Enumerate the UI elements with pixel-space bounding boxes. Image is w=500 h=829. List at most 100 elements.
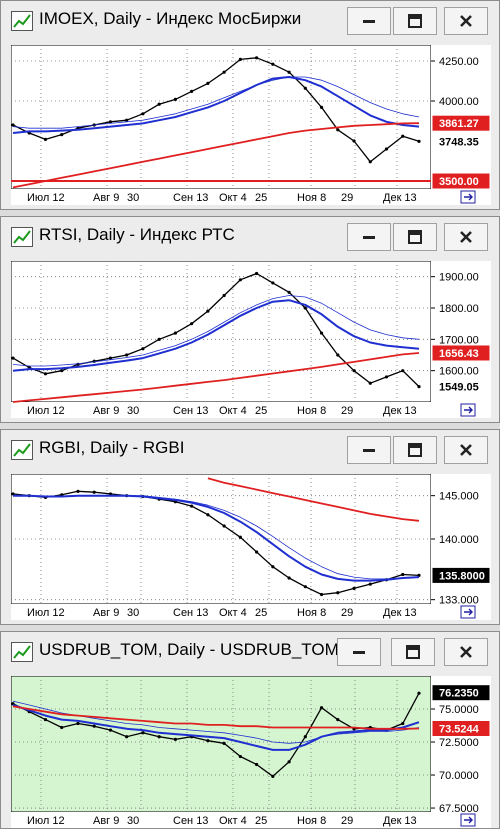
price-point [271, 62, 275, 66]
price-point [11, 356, 15, 360]
restore-button[interactable] [391, 638, 435, 666]
restore-icon [408, 14, 422, 28]
time-axis [11, 812, 431, 828]
price-point [141, 347, 145, 351]
price-point [336, 591, 340, 595]
price-point [222, 293, 226, 298]
x-tick-label: Ноя 8 [297, 192, 326, 204]
x-tick-label: Авг 9 [93, 405, 119, 417]
scroll-end-icon[interactable] [460, 605, 476, 619]
x-tick-label: 30 [127, 815, 139, 827]
x-tick-label: Июл 12 [27, 815, 65, 827]
title-bar: RTSI, Daily - Индекс РТС [1, 217, 499, 255]
chart-icon [11, 642, 33, 662]
y-tick-label: 67.5000 [439, 803, 479, 815]
price-point [108, 728, 113, 732]
y-tick-label: 75.0000 [439, 704, 479, 716]
title-bar: USDRUB_TOM, Daily - USDRUB_TOM [1, 632, 499, 670]
x-tick-label: Авг 9 [93, 607, 119, 619]
price-point [92, 724, 96, 728]
restore-button[interactable] [393, 436, 437, 464]
price-point [271, 565, 275, 569]
x-tick-label: 25 [255, 607, 267, 619]
chart-plot[interactable]: Июл 12 Авг 9 30 Сен 13 Окт 4 25 Ноя 8 29 Дек 13 4… [11, 45, 491, 205]
plot-area [11, 676, 432, 813]
close-button[interactable] [444, 638, 488, 666]
current-price-label: 1656.43 [439, 348, 479, 360]
x-tick-label: Ноя 8 [297, 607, 326, 619]
window-title: RGBI, Daily - RGBI [39, 438, 185, 457]
y-tick-label: 145.000 [439, 491, 479, 503]
chart-window-rgbi: RGBI, Daily - RGBI Июл 12 Авг 9 30 Сен 13 Ок… [0, 429, 500, 625]
close-icon [460, 15, 472, 27]
price-point [206, 513, 210, 517]
price-point [76, 489, 80, 493]
y-tick-label: 1700.00 [439, 334, 479, 346]
price-point [190, 504, 194, 508]
restore-icon [408, 230, 422, 244]
x-tick-label: Окт 4 [219, 607, 247, 619]
price-point [141, 112, 145, 116]
x-tick-label: Июл 12 [27, 192, 65, 204]
price-point [271, 281, 275, 285]
price-point [255, 550, 259, 554]
price-point [255, 56, 259, 60]
x-tick-label: 30 [127, 607, 139, 619]
minimize-button[interactable] [337, 638, 381, 666]
price-point [303, 585, 307, 589]
price-point [417, 691, 421, 695]
x-tick-label: Дек 13 [383, 192, 417, 204]
minimize-icon [363, 236, 375, 239]
price-point [108, 120, 113, 124]
price-point [319, 592, 324, 597]
price-point [303, 735, 307, 739]
price-point [401, 572, 405, 577]
minimize-button[interactable] [347, 223, 391, 251]
close-button[interactable] [444, 436, 488, 464]
restore-icon [408, 443, 422, 457]
price-point [287, 290, 291, 294]
price-point [352, 369, 356, 373]
price-point [157, 337, 161, 341]
minimize-button[interactable] [347, 436, 391, 464]
price-point [125, 118, 129, 122]
scroll-end-icon[interactable] [460, 813, 476, 827]
x-tick-label: Сен 13 [173, 405, 208, 417]
x-tick-label: 30 [127, 192, 139, 204]
chart-plot[interactable]: Июл 12 Авг 9 30 Сен 13 Окт 4 25 Ноя 8 29 Дек 13 1… [11, 474, 491, 620]
price-point [287, 760, 291, 764]
price-point [173, 97, 177, 101]
scroll-end-icon[interactable] [460, 403, 476, 417]
minimize-button[interactable] [347, 7, 391, 35]
restore-button[interactable] [393, 7, 437, 35]
price-point [11, 123, 15, 127]
restore-button[interactable] [393, 223, 437, 251]
window-title: IMOEX, Daily - Индекс МосБиржи [39, 9, 302, 28]
ma-short-line [12, 704, 420, 751]
chart-window-rtsi: RTSI, Daily - Индекс РТС Июл 12 Авг 9 30 Се… [0, 216, 500, 423]
price-point [222, 524, 226, 528]
chart-plot[interactable]: Июл 12 Авг 9 30 Сен 13 Окт 4 25 Ноя 8 29 Дек 13 1… [11, 261, 491, 418]
current-price-label: 3748.35 [439, 136, 479, 148]
price-point [303, 306, 307, 310]
x-tick-label: Дек 13 [383, 607, 417, 619]
close-button[interactable] [444, 7, 488, 35]
chart-plot[interactable]: Июл 12 Авг 9 30 Сен 13 Окт 4 25 Ноя 8 29 Дек 13 7… [11, 676, 491, 828]
y-tick-label: 4250.00 [439, 56, 479, 68]
plot-area [11, 45, 432, 190]
x-tick-label: Окт 4 [219, 405, 247, 417]
ma-trend-line [207, 477, 420, 522]
price-point [368, 582, 372, 586]
current-price-label-box [432, 720, 490, 736]
x-tick-label: 25 [255, 192, 267, 204]
x-tick-label: Июл 12 [27, 405, 65, 417]
close-icon [460, 231, 472, 243]
ma-trend-line [12, 352, 420, 403]
scroll-end-icon[interactable] [460, 190, 476, 204]
price-point [336, 353, 340, 357]
close-button[interactable] [444, 223, 488, 251]
x-tick-label: 29 [341, 607, 353, 619]
price-line [12, 490, 420, 596]
x-tick-label: 25 [255, 405, 267, 417]
ma-long-line [12, 295, 420, 367]
